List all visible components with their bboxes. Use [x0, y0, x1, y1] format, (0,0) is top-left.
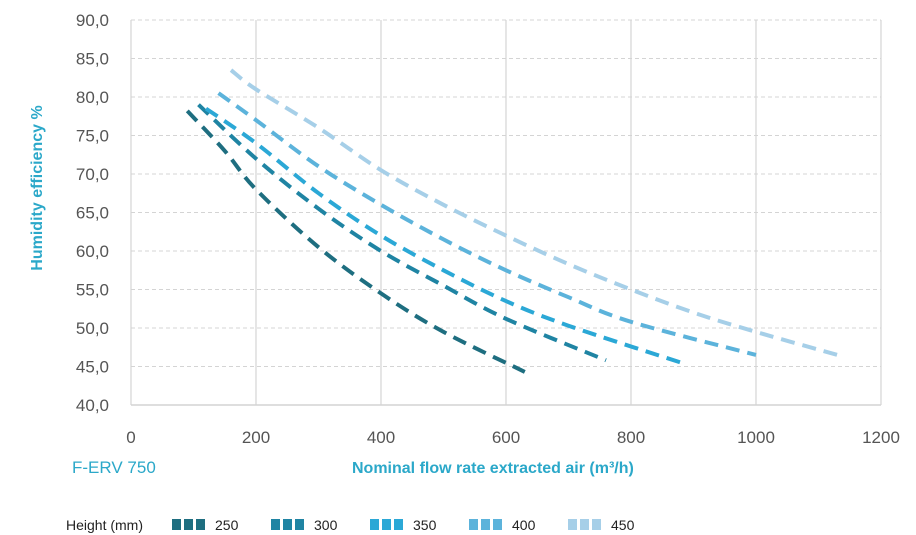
legend-swatch [196, 519, 205, 530]
legend: Height (mm) 250 300 350 400 450 [66, 517, 635, 533]
series-line-250 [185, 109, 526, 374]
x-tick-label: 600 [492, 428, 520, 447]
legend-item-300: 300 [271, 517, 338, 533]
legend-label: 250 [215, 517, 239, 533]
legend-label: 450 [611, 517, 635, 533]
series-group [185, 68, 838, 374]
legend-item-450: 450 [568, 517, 635, 533]
x-axis-label: Nominal flow rate extracted air (m³/h) [352, 460, 634, 477]
x-tick-label: 800 [617, 428, 645, 447]
x-tick-label: 400 [367, 428, 395, 447]
x-axis-ticks: 0 200 400 600 800 1000 1200 [126, 428, 900, 447]
y-tick-label: 45,0 [76, 358, 109, 377]
legend-item-400: 400 [469, 517, 536, 533]
legend-swatch [172, 519, 181, 530]
legend-swatch [283, 519, 292, 530]
model-label: F-ERV 750 [72, 458, 156, 477]
legend-swatch [295, 519, 304, 530]
series-line-450 [229, 68, 838, 357]
legend-swatch [568, 519, 577, 530]
y-tick-label: 70,0 [76, 165, 109, 184]
y-tick-label: 80,0 [76, 88, 109, 107]
series-line-400 [217, 91, 757, 357]
legend-swatch [370, 519, 379, 530]
legend-swatch [271, 519, 280, 530]
legend-swatch [382, 519, 391, 530]
y-tick-label: 40,0 [76, 396, 109, 415]
y-tick-label: 85,0 [76, 50, 109, 69]
legend-label: 300 [314, 517, 338, 533]
legend-swatch [469, 519, 478, 530]
series-line-300 [197, 103, 607, 363]
legend-title: Height (mm) [66, 517, 143, 533]
legend-label: 400 [512, 517, 536, 533]
y-tick-label: 90,0 [76, 11, 109, 30]
x-tick-label: 1200 [862, 428, 900, 447]
legend-label: 350 [413, 517, 437, 533]
legend-item-250: 250 [172, 517, 239, 533]
x-tick-label: 0 [126, 428, 135, 447]
legend-swatch [592, 519, 601, 530]
legend-swatch [580, 519, 589, 530]
y-tick-label: 75,0 [76, 127, 109, 146]
y-axis-ticks: 40,0 45,0 50,0 55,0 60,0 65,0 70,0 75,0 80,0 85,0… [76, 11, 109, 415]
y-tick-label: 55,0 [76, 281, 109, 300]
legend-swatch [481, 519, 490, 530]
grid [130, 19, 882, 406]
legend-swatch [493, 519, 502, 530]
y-tick-label: 50,0 [76, 319, 109, 338]
x-tick-label: 1000 [737, 428, 775, 447]
legend-swatch [184, 519, 193, 530]
y-tick-label: 60,0 [76, 242, 109, 261]
y-axis-label: Humidity efficiency % [29, 105, 46, 270]
series-line-350 [204, 106, 682, 365]
x-tick-label: 200 [242, 428, 270, 447]
legend-swatch [394, 519, 403, 530]
y-tick-label: 65,0 [76, 204, 109, 223]
legend-item-350: 350 [370, 517, 437, 533]
